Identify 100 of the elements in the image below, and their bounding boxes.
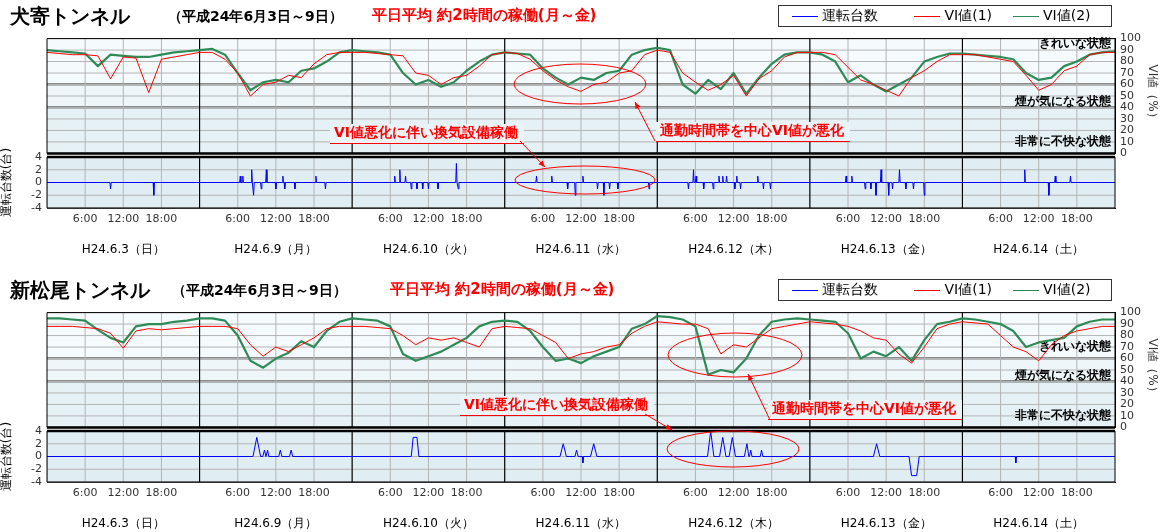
y-axis-title: 運転台数(台) [0,147,14,218]
legend-label: VI値(2) [1042,281,1091,299]
x-tick-label: 18:00 [450,486,483,500]
annotation: 通勤時間帯を中心VI値が悪化 [656,122,851,142]
x-tick-label: 6:00 [377,486,403,500]
text: H24.6.12（木） [688,242,779,257]
y2-tick-label: 10 [1120,408,1134,422]
x-tick-label: 18:00 [1061,212,1093,226]
y2-tick-label: 90 [1120,316,1134,330]
x-tick-label: 6:00 [530,486,556,500]
y2-tick-label: 30 [1120,111,1134,125]
text: 平日平均 約2時間の稼働(月～金) [372,6,597,25]
x-tick-label: 6:00 [72,212,98,226]
annotation: 通勤時間帯を中心VI値が悪化 [768,400,963,420]
x-tick-label: 18:00 [603,212,635,226]
y2-tick-label: 50 [1120,88,1134,102]
y2-tick-label: 90 [1120,42,1134,56]
x-tick-label: 6:00 [835,486,861,500]
text: H24.6.14（土） [993,242,1085,257]
x-tick-label: 18:00 [755,212,788,226]
y-tick-label: 4 [35,423,42,437]
x-tick-label: 12:00 [260,212,292,226]
x-tick-label: 6:00 [72,486,98,500]
text: H24.6.9（月） [234,516,318,531]
text: H24.6.14（土） [993,516,1085,531]
x-tick-label: 18:00 [450,212,483,226]
y-tick-label: -2 [31,462,42,476]
y-tick-label: 2 [35,436,42,450]
text: H24.6.12（木） [688,516,779,531]
x-tick-label: 18:00 [908,212,941,226]
y-axis-title: 運転台数(台) [0,421,14,492]
y2-tick-label: 10 [1120,134,1134,148]
chart-subtitle: （平成24年6月3日～9日） [168,8,343,26]
x-tick-label: 12:00 [870,486,902,500]
y-tick-label: 4 [35,149,42,163]
chart-title: 犬寄トンネル [10,3,130,30]
annotation: VI値悪化に伴い換気設備稼働 [460,396,655,416]
text: H24.6.11（水） [535,242,627,257]
band-label: 非常に不快な状態 [1014,134,1112,149]
x-tick-label: 18:00 [755,486,788,500]
text: 平日平均 約2時間の稼働(月～金) [390,280,615,299]
x-tick-label: 12:00 [107,486,140,500]
chart-subtitle: （平成24年6月3日～9日） [172,282,347,300]
legend-label: VI値(1) [944,281,993,299]
y2-tick-label: 30 [1120,385,1134,399]
x-tick-label: 18:00 [908,486,941,500]
y2-axis-title: VI値（%） [1144,64,1161,124]
legend-label: VI値(2) [1042,7,1091,25]
x-tick-label: 6:00 [988,486,1013,500]
y-tick-label: 0 [35,449,42,463]
y-tick-label: 0 [35,175,42,189]
x-tick-label: 12:00 [412,486,445,500]
x-tick-label: 18:00 [298,486,330,500]
legend-label: 運転台数 [822,281,878,299]
y2-tick-label: 60 [1120,351,1134,365]
y2-tick-label: 60 [1120,77,1134,91]
x-tick-label: 12:00 [717,486,750,500]
y2-tick-label: 100 [1120,31,1141,45]
annotation: VI値悪化に伴い換気設備稼働 [330,124,525,144]
y2-tick-label: 80 [1120,54,1134,68]
y-tick-label: -2 [31,188,42,202]
text: H24.6.10（火） [383,516,474,531]
x-tick-label: 6:00 [225,212,251,226]
y-tick-label: -4 [31,474,42,488]
x-tick-label: 12:00 [565,486,597,500]
x-tick-label: 12:00 [870,212,902,226]
band-label: きれいな状態 [1039,36,1112,51]
chart-title: 新松尾トンネル [10,277,150,304]
x-tick-label: 12:00 [565,212,597,226]
text: H24.6.10（火） [383,242,474,257]
x-tick-label: 18:00 [298,212,330,226]
x-tick-label: 6:00 [530,212,556,226]
x-tick-label: 12:00 [1022,486,1055,500]
x-tick-label: 6:00 [988,212,1013,226]
y2-tick-label: 20 [1120,397,1134,411]
y2-tick-label: 40 [1120,100,1134,114]
y2-tick-label: 0 [1120,420,1127,434]
band-label: 煙が気になる状態 [1014,93,1112,108]
legend-label: 運転台数 [822,7,878,25]
x-tick-label: 12:00 [107,212,140,226]
x-tick-label: 18:00 [145,486,178,500]
y2-tick-label: 50 [1120,362,1134,376]
x-tick-label: 12:00 [717,212,750,226]
y2-tick-label: 20 [1120,123,1134,137]
text: H24.6.9（月） [234,242,318,257]
text: H24.6.13（金） [840,242,932,257]
text: H24.6.11（水） [535,516,627,531]
x-tick-label: 18:00 [145,212,178,226]
x-tick-label: 12:00 [1022,212,1055,226]
x-tick-label: 6:00 [683,212,708,226]
x-tick-label: 6:00 [225,486,251,500]
text: H24.6.3（日） [81,242,165,257]
x-tick-label: 6:00 [835,212,861,226]
y2-tick-label: 70 [1120,65,1134,79]
y2-axis-title: VI値（%） [1144,338,1161,398]
x-tick-label: 12:00 [412,212,445,226]
x-tick-label: 18:00 [1061,486,1093,500]
band-label: 煙が気になる状態 [1014,367,1112,382]
y-tick-label: 2 [35,162,42,176]
x-tick-label: 6:00 [683,486,708,500]
